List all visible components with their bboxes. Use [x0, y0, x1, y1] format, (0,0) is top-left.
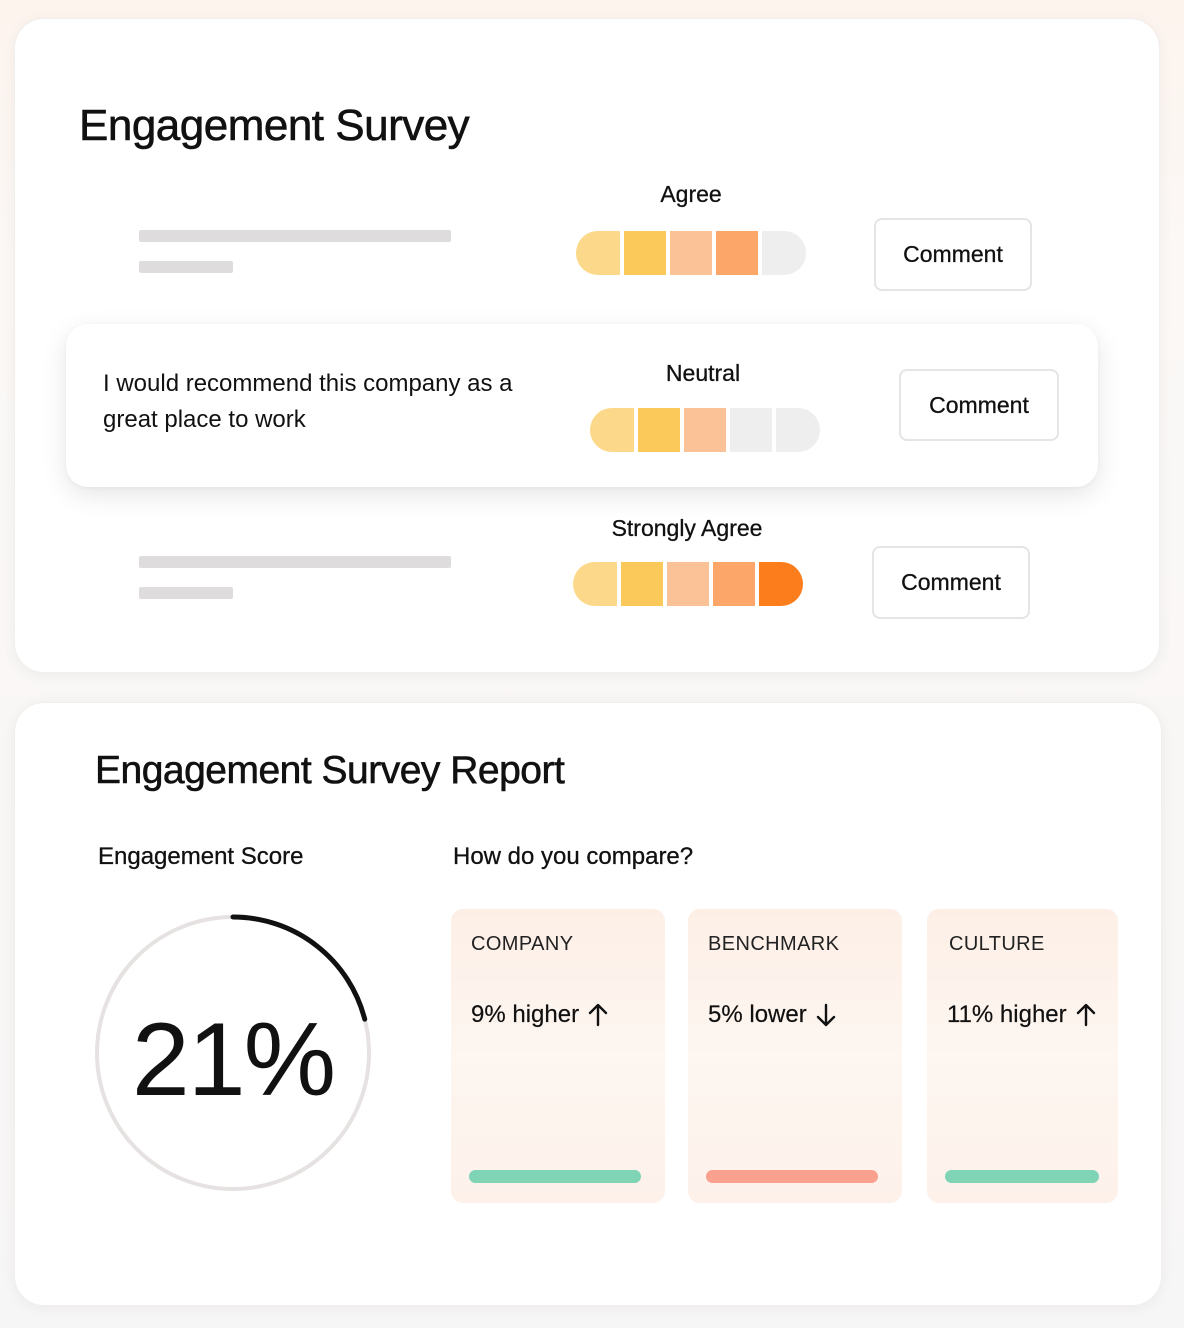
compare-name: CULTURE: [949, 933, 1045, 955]
compare-bar: [706, 1170, 878, 1183]
compare-bar: [945, 1170, 1099, 1183]
compare-value-text: 9% higher: [471, 1001, 580, 1028]
arrow-up-icon: [1076, 1003, 1095, 1027]
question-placeholder-line-short: [139, 587, 233, 599]
compare-value-text: 11% higher: [947, 1001, 1067, 1028]
survey-title: Engagement Survey: [79, 101, 470, 151]
rating-segment-2[interactable]: [621, 562, 663, 606]
question-placeholder-line: [139, 556, 451, 568]
rating-segment-2[interactable]: [638, 408, 680, 452]
rating-label-neutral: Neutral: [665, 360, 741, 386]
rating-segment-4[interactable]: [716, 231, 758, 275]
question-placeholder-line: [139, 230, 451, 242]
rating-segment-1[interactable]: [590, 408, 634, 452]
compare-card-company: COMPANY 9% higher: [451, 909, 665, 1203]
question-text: I would recommend this company as a grea…: [103, 370, 513, 433]
comment-button[interactable]: Comment: [874, 218, 1032, 291]
compare-card-culture: CULTURE 11% higher: [927, 909, 1118, 1203]
engagement-score-gauge: [95, 914, 371, 1191]
engagement-survey-card: Engagement Survey Agree Comment I would …: [14, 18, 1160, 673]
rating-segment-3[interactable]: [670, 231, 712, 275]
rating-scale[interactable]: [576, 231, 806, 275]
compare-value: 11% higher: [947, 1001, 1097, 1029]
gauge-progress-arc: [230, 914, 368, 1022]
arrow-up-icon: [588, 1003, 608, 1027]
comment-button[interactable]: Comment: [899, 369, 1059, 441]
rating-segment-3[interactable]: [667, 562, 709, 606]
arrow-down-icon: [816, 1003, 835, 1027]
rating-scale[interactable]: [573, 562, 803, 606]
compare-value: 5% lower: [708, 1001, 837, 1029]
rating-segment-3[interactable]: [684, 408, 726, 452]
engagement-report-card: Engagement Survey Report Engagement Scor…: [14, 702, 1162, 1306]
compare-value-text: 5% lower: [708, 1001, 807, 1028]
survey-question-row-focused: I would recommend this company as a grea…: [66, 324, 1098, 487]
rating-segment-5[interactable]: [759, 562, 803, 606]
question-placeholder-line-short: [139, 261, 233, 273]
comment-button[interactable]: Comment: [872, 546, 1030, 619]
rating-label-agree: Agree: [660, 181, 722, 207]
engagement-score-value: 21%: [131, 1002, 336, 1118]
rating-segment-1[interactable]: [573, 562, 617, 606]
rating-segment-4[interactable]: [713, 562, 755, 606]
rating-segment-5[interactable]: [762, 231, 806, 275]
rating-segment-5[interactable]: [776, 408, 820, 452]
report-title: Engagement Survey Report: [95, 749, 565, 793]
compare-name: BENCHMARK: [708, 933, 840, 955]
rating-segment-2[interactable]: [624, 231, 666, 275]
engagement-score-label: Engagement Score: [98, 843, 304, 870]
rating-scale[interactable]: [590, 408, 820, 452]
compare-bar: [469, 1170, 641, 1183]
rating-segment-1[interactable]: [576, 231, 620, 275]
compare-name: COMPANY: [471, 933, 574, 955]
compare-card-benchmark: BENCHMARK 5% lower: [688, 909, 902, 1203]
rating-segment-4[interactable]: [730, 408, 772, 452]
compare-value: 9% higher: [471, 1001, 609, 1029]
compare-heading: How do you compare?: [453, 843, 694, 870]
rating-label-strongly-agree: Strongly Agree: [611, 515, 763, 541]
